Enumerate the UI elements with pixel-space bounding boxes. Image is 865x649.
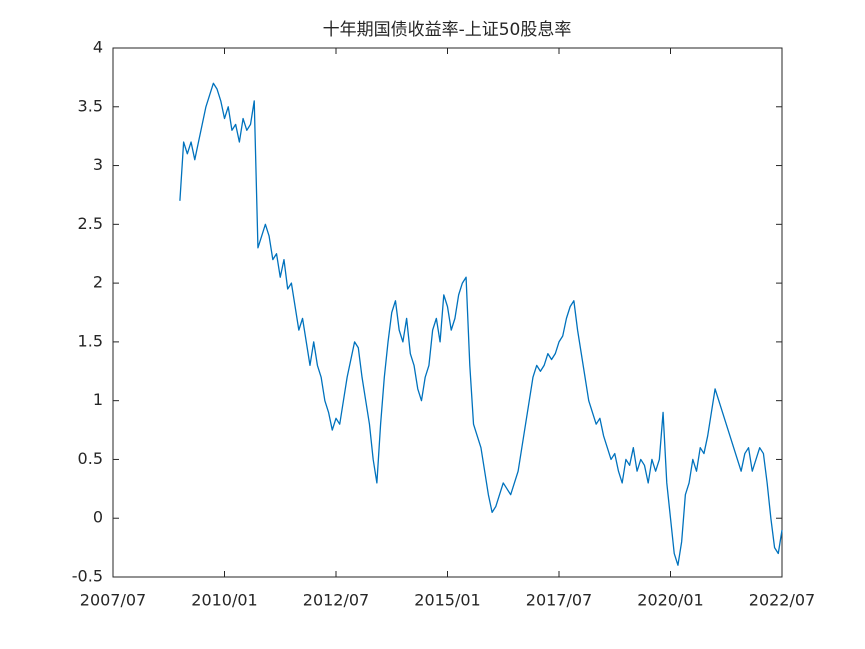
y-tick-label: 3.5 xyxy=(78,96,103,115)
data-line xyxy=(179,82,783,566)
chart-title: 十年期国债收益率-上证50股息率 xyxy=(323,20,572,40)
x-tick-label: 2007/07 xyxy=(80,591,146,610)
y-tick-label: -0.5 xyxy=(72,567,103,586)
x-tick-label: 2015/01 xyxy=(414,591,480,610)
x-tick-label: 2010/01 xyxy=(191,591,257,610)
y-tick-label: 4 xyxy=(93,38,103,57)
x-tick-label: 2017/07 xyxy=(526,591,592,610)
y-tick-label: 0 xyxy=(93,508,103,527)
y-tick-label: 1 xyxy=(93,390,103,409)
x-tick-label: 2022/07 xyxy=(749,591,815,610)
x-tick-label: 2020/01 xyxy=(637,591,703,610)
x-tick-label: 2012/07 xyxy=(303,591,369,610)
y-tick-label: 2.5 xyxy=(78,214,103,233)
y-tick-label: 1.5 xyxy=(78,331,103,350)
y-tick-label: 0.5 xyxy=(78,449,103,468)
y-tick-label: 2 xyxy=(93,273,103,292)
y-tick-label: 3 xyxy=(93,155,103,174)
